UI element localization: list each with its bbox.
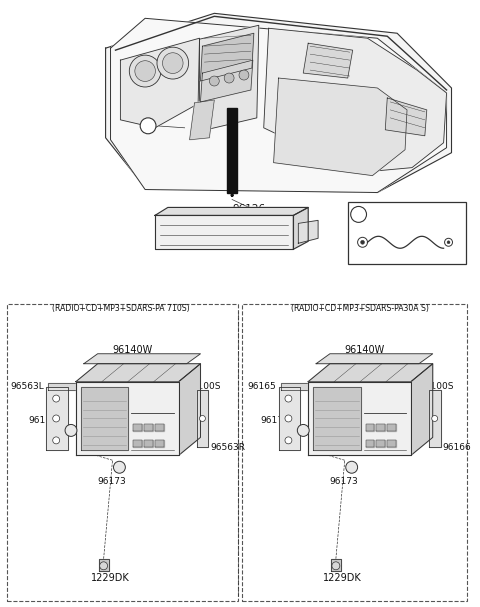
Polygon shape: [190, 100, 214, 140]
Text: 96173: 96173: [28, 416, 57, 425]
Polygon shape: [365, 440, 374, 447]
Circle shape: [432, 415, 438, 421]
Polygon shape: [293, 208, 308, 249]
Circle shape: [360, 240, 364, 244]
Polygon shape: [48, 382, 76, 390]
Polygon shape: [155, 424, 164, 432]
Circle shape: [157, 47, 189, 79]
Polygon shape: [110, 18, 446, 192]
Circle shape: [224, 73, 234, 83]
Polygon shape: [298, 220, 318, 243]
Polygon shape: [120, 38, 200, 128]
Circle shape: [129, 55, 161, 87]
Circle shape: [65, 424, 77, 436]
Circle shape: [297, 424, 309, 436]
Polygon shape: [196, 390, 208, 447]
Text: 96173: 96173: [329, 476, 358, 486]
Text: 96140W: 96140W: [112, 345, 152, 354]
Polygon shape: [201, 60, 253, 102]
Text: (RADIO+CD+MP3+SDARS-PA 710S): (RADIO+CD+MP3+SDARS-PA 710S): [52, 305, 189, 313]
Circle shape: [163, 53, 183, 73]
Polygon shape: [144, 440, 153, 447]
Polygon shape: [376, 424, 385, 432]
Text: 96126: 96126: [232, 205, 265, 214]
Circle shape: [447, 241, 450, 244]
Circle shape: [346, 461, 358, 473]
Polygon shape: [197, 25, 259, 132]
Text: 96166: 96166: [443, 443, 471, 452]
Bar: [242, 304, 468, 601]
Circle shape: [113, 461, 125, 473]
Polygon shape: [133, 424, 142, 432]
Circle shape: [444, 239, 453, 246]
Circle shape: [332, 562, 340, 570]
Text: 96563L: 96563L: [11, 382, 44, 391]
Polygon shape: [155, 208, 308, 215]
Polygon shape: [144, 424, 153, 432]
Circle shape: [358, 237, 368, 247]
Text: a: a: [356, 210, 361, 219]
Text: 96100S: 96100S: [187, 382, 221, 391]
Polygon shape: [227, 108, 237, 192]
Polygon shape: [308, 382, 411, 455]
Polygon shape: [387, 440, 396, 447]
Polygon shape: [280, 382, 308, 390]
Text: 96165: 96165: [248, 382, 276, 391]
Text: 96563R: 96563R: [210, 443, 245, 452]
Text: 1229DK: 1229DK: [91, 573, 130, 583]
Polygon shape: [429, 390, 441, 447]
Polygon shape: [316, 354, 433, 364]
Text: 96173: 96173: [261, 416, 289, 425]
Polygon shape: [365, 424, 374, 432]
Polygon shape: [411, 364, 433, 455]
Polygon shape: [308, 364, 433, 382]
Polygon shape: [155, 440, 164, 447]
Circle shape: [200, 415, 205, 421]
Polygon shape: [76, 364, 201, 382]
Polygon shape: [278, 387, 300, 450]
Circle shape: [209, 76, 219, 86]
Circle shape: [53, 395, 60, 402]
Text: a: a: [145, 121, 151, 131]
Circle shape: [285, 395, 292, 402]
Polygon shape: [313, 387, 360, 450]
Polygon shape: [201, 33, 254, 81]
Polygon shape: [106, 13, 452, 192]
Text: 96140W: 96140W: [345, 345, 384, 354]
Text: 1229DK: 1229DK: [324, 573, 362, 583]
Polygon shape: [99, 559, 108, 571]
Circle shape: [140, 118, 156, 134]
Polygon shape: [46, 387, 68, 450]
Polygon shape: [81, 387, 128, 450]
Text: 96100S: 96100S: [419, 382, 454, 391]
Circle shape: [285, 437, 292, 444]
Polygon shape: [376, 440, 385, 447]
Polygon shape: [303, 43, 353, 78]
Circle shape: [135, 61, 156, 81]
Polygon shape: [155, 215, 293, 249]
Polygon shape: [84, 354, 201, 364]
Text: 96125C: 96125C: [389, 209, 430, 219]
Polygon shape: [179, 364, 201, 455]
Bar: [7, 304, 238, 601]
Circle shape: [100, 562, 108, 570]
Polygon shape: [264, 29, 446, 172]
Polygon shape: [274, 78, 407, 175]
Circle shape: [351, 206, 367, 222]
Text: 96173: 96173: [97, 476, 126, 486]
Bar: [348, 203, 467, 264]
Circle shape: [285, 415, 292, 422]
Circle shape: [53, 437, 60, 444]
Polygon shape: [387, 424, 396, 432]
Circle shape: [53, 415, 60, 422]
Polygon shape: [385, 98, 427, 136]
Circle shape: [239, 70, 249, 80]
Polygon shape: [76, 382, 179, 455]
Polygon shape: [133, 440, 142, 447]
Text: (RADIO+CD+MP3+SDARS-PA30A S): (RADIO+CD+MP3+SDARS-PA30A S): [291, 305, 429, 313]
Polygon shape: [331, 559, 341, 571]
